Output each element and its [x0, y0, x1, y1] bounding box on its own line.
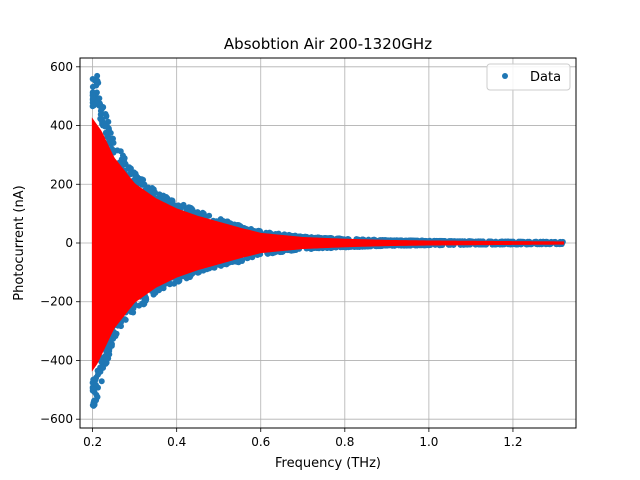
legend-marker-data — [502, 73, 508, 79]
data-point — [92, 376, 99, 383]
data-point — [93, 77, 100, 84]
y-tick-label: −600 — [40, 412, 73, 426]
data-point — [149, 185, 156, 191]
legend: Data — [486, 63, 571, 91]
x-tick-label: 0.6 — [251, 435, 270, 449]
data-point — [114, 147, 121, 154]
data-point — [94, 72, 101, 79]
x-tick-label: 0.2 — [83, 435, 102, 449]
data-point — [200, 210, 207, 217]
data-point — [150, 291, 157, 298]
data-point — [91, 397, 98, 404]
data-point — [97, 115, 104, 122]
data-point — [93, 82, 100, 89]
data-point — [119, 160, 126, 167]
data-point — [107, 130, 114, 137]
data-point — [96, 95, 103, 102]
data-point — [107, 135, 114, 142]
data-point — [89, 95, 96, 102]
data-point — [176, 202, 183, 209]
x-tick-label: 1.2 — [503, 435, 522, 449]
data-point — [98, 378, 105, 385]
data-point — [184, 205, 191, 212]
data-marks — [89, 72, 566, 409]
plot-area: 0.2 0.4 0.6 0.8 1.0 1.2 −600 −400 −200 0 200 400 60… — [40, 57, 577, 449]
legend-box — [486, 63, 571, 91]
data-point — [223, 261, 230, 268]
data-point — [100, 364, 107, 371]
data-point — [137, 180, 144, 187]
data-point — [128, 169, 135, 176]
data-point — [108, 342, 115, 349]
y-axis-label: Photocurrent (nA) — [12, 185, 27, 300]
x-tick-label: 0.4 — [167, 435, 186, 449]
y-tick-label: 200 — [50, 177, 73, 191]
y-axis-ticks: −600 −400 −200 0 200 400 600 — [40, 60, 80, 426]
data-point — [142, 294, 149, 301]
data-point — [139, 300, 146, 307]
data-point — [160, 192, 167, 199]
y-tick-label: 400 — [50, 119, 73, 133]
data-point — [110, 335, 117, 342]
y-tick-label: −200 — [40, 295, 73, 309]
data-point — [186, 274, 193, 281]
y-tick-label: 0 — [65, 236, 73, 250]
data-point — [119, 152, 126, 159]
data-point — [102, 129, 109, 136]
series-signal-band — [91, 117, 565, 372]
data-point — [174, 278, 181, 285]
data-point — [102, 110, 109, 117]
x-tick-label: 1.0 — [419, 435, 438, 449]
x-axis-ticks: 0.2 0.4 0.6 0.8 1.0 1.2 — [83, 428, 522, 449]
y-tick-label: −400 — [40, 353, 73, 367]
data-point — [98, 105, 105, 112]
data-point — [103, 355, 110, 362]
data-point — [121, 316, 128, 323]
data-point — [130, 309, 137, 316]
data-point — [195, 269, 202, 276]
data-point — [169, 197, 176, 204]
data-point — [91, 401, 98, 408]
data-point — [102, 123, 109, 130]
chart-title: Absobtion Air 200-1320GHz — [224, 35, 432, 53]
legend-label-data: Data — [530, 70, 561, 85]
x-tick-label: 0.8 — [335, 435, 354, 449]
data-point — [110, 139, 117, 146]
x-axis-label: Frequency (THz) — [275, 456, 381, 471]
y-tick-label: 600 — [50, 60, 73, 74]
data-point — [90, 385, 97, 392]
